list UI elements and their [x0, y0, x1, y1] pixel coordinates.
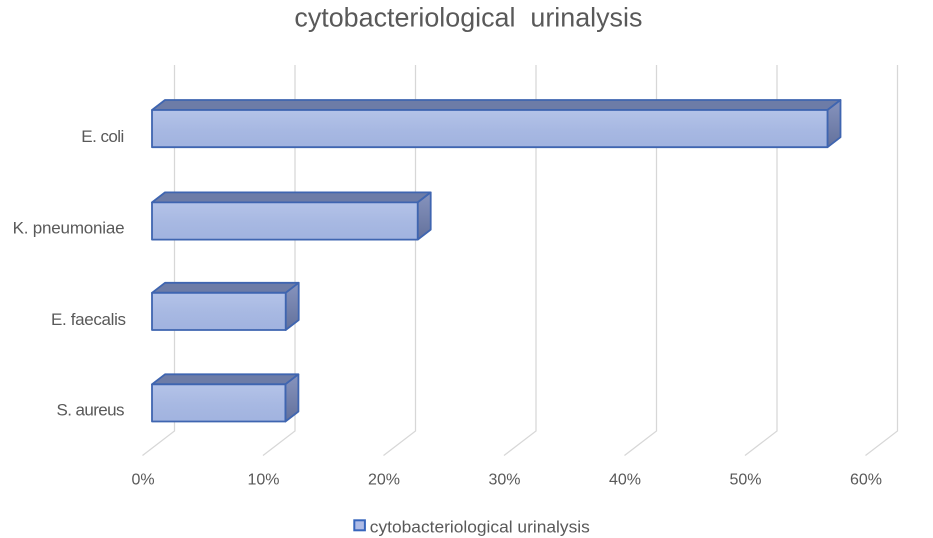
svg-text:K. pneumoniae: K. pneumoniae: [13, 218, 125, 237]
svg-text:E. coli: E. coli: [81, 127, 124, 146]
svg-text:cytobacteriological urinalysi: cytobacteriological urinalysis: [294, 3, 642, 33]
svg-text:60%: 60%: [850, 472, 882, 489]
svg-text:30%: 30%: [488, 472, 520, 489]
svg-text:20%: 20%: [368, 472, 400, 489]
svg-text:cytobacteriological urinalysis: cytobacteriological urinalysis: [370, 517, 590, 536]
svg-text:40%: 40%: [609, 472, 641, 489]
svg-text:50%: 50%: [729, 472, 761, 489]
svg-text:S. aureus: S. aureus: [57, 400, 125, 419]
svg-text:E. faecalis: E. faecalis: [51, 310, 126, 329]
svg-text:0%: 0%: [131, 472, 154, 489]
svg-text:10%: 10%: [247, 472, 279, 489]
